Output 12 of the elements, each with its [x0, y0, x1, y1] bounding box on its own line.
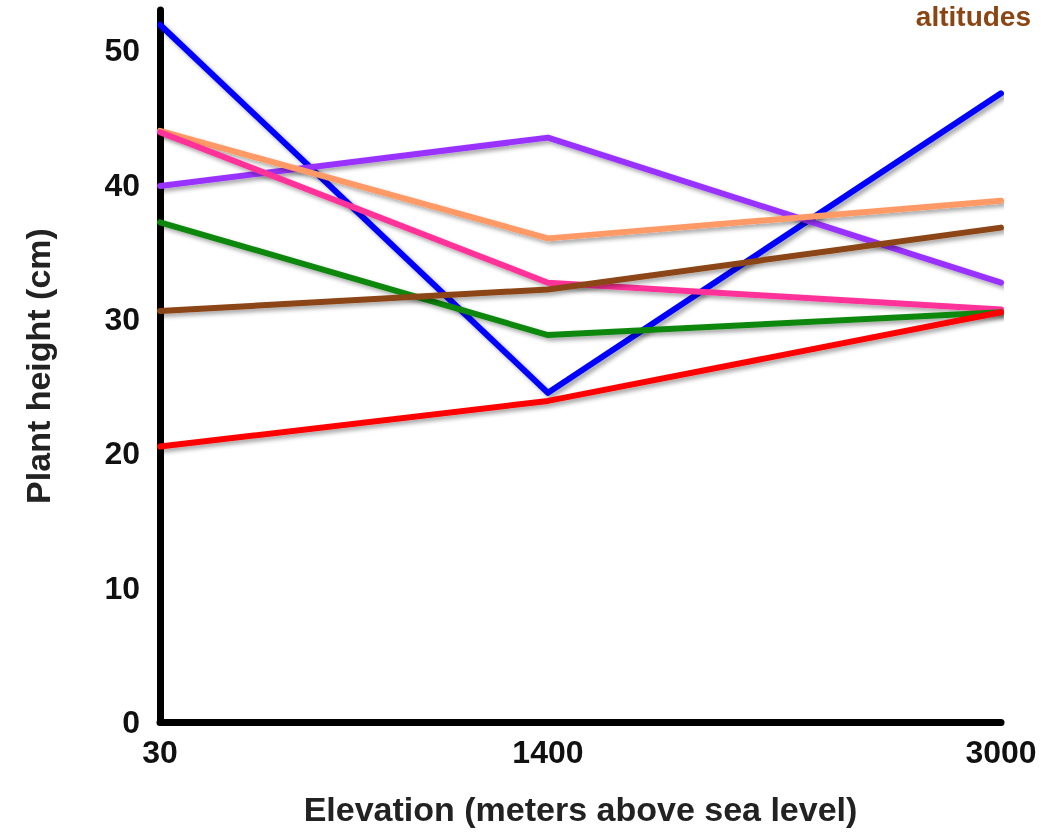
y-tick-label: 10 [104, 569, 140, 606]
x-axis-title: Elevation (meters above sea level) [303, 790, 858, 828]
y-tick-label: 40 [104, 166, 140, 203]
x-tick-label: 3000 [965, 734, 1037, 770]
x-tick-label: 30 [142, 734, 178, 770]
y-axis-title: Plant height (cm) [19, 228, 57, 504]
y-tick-label: 20 [104, 435, 140, 472]
y-tick-label: 0 [122, 704, 140, 740]
annotation: altitudes [915, 0, 1032, 32]
y-tick-label: 30 [104, 300, 140, 337]
x-tick-label: 1400 [512, 734, 584, 770]
y-tick-label: 50 [104, 32, 140, 69]
